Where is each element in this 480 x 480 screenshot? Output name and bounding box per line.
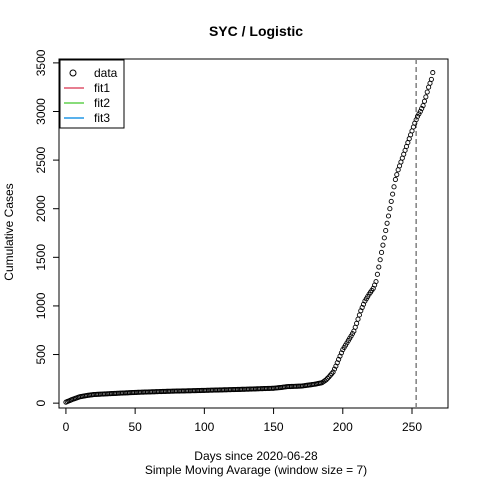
y-tick-label: 3000 [34,98,48,125]
x-tick-label: 50 [128,420,142,434]
legend-label-fit1: fit1 [94,81,110,95]
legend-label-fit3: fit3 [94,111,110,125]
y-tick-label: 500 [34,344,48,364]
data-point [323,377,329,383]
data-point [383,228,389,234]
data-point [325,375,331,381]
data-point [374,271,380,277]
data-point [380,242,386,248]
data-point [423,94,429,100]
legend-label-data: data [94,66,118,80]
x-axis-sublabel: Simple Moving Avarage (window size = 7) [145,463,367,477]
chart-title: SYC / Logistic [209,23,303,39]
y-tick-label: 2500 [34,146,48,173]
data-point [381,235,387,241]
data-point [331,366,338,372]
x-axis-label: Days since 2020-06-28 [194,449,318,463]
x-tick-label: 250 [402,420,422,434]
data-point [376,264,382,270]
data-point [384,220,390,226]
x-tick-label: 0 [63,420,70,434]
data-point [385,213,392,219]
x-tick-label: 150 [264,420,284,434]
legend-symbol-data [69,69,77,77]
data-point [430,70,436,76]
legend-label-fit2: fit2 [94,96,110,110]
x-tick-label: 100 [194,420,214,434]
y-tick-label: 3500 [34,49,48,76]
x-tick-label: 200 [333,420,353,434]
y-axis-label: Cumulative Cases [2,183,16,280]
data-point [379,249,385,256]
data-point [388,198,394,204]
data-point [394,172,400,178]
data-point [377,257,383,263]
data-point [390,191,396,197]
y-tick-label: 1500 [34,244,48,271]
y-tick-label: 0 [34,399,48,406]
data-point [387,206,393,212]
data-point [373,279,379,285]
data-point [428,76,434,82]
data-point [419,106,425,112]
data-point [392,176,398,183]
data-point [420,103,426,109]
y-tick-label: 1000 [34,292,48,319]
y-tick-label: 2000 [34,195,48,222]
data-point [391,184,397,190]
data-point [417,108,423,115]
data-point [421,98,428,104]
data-point [330,369,336,375]
data-point [424,89,430,95]
